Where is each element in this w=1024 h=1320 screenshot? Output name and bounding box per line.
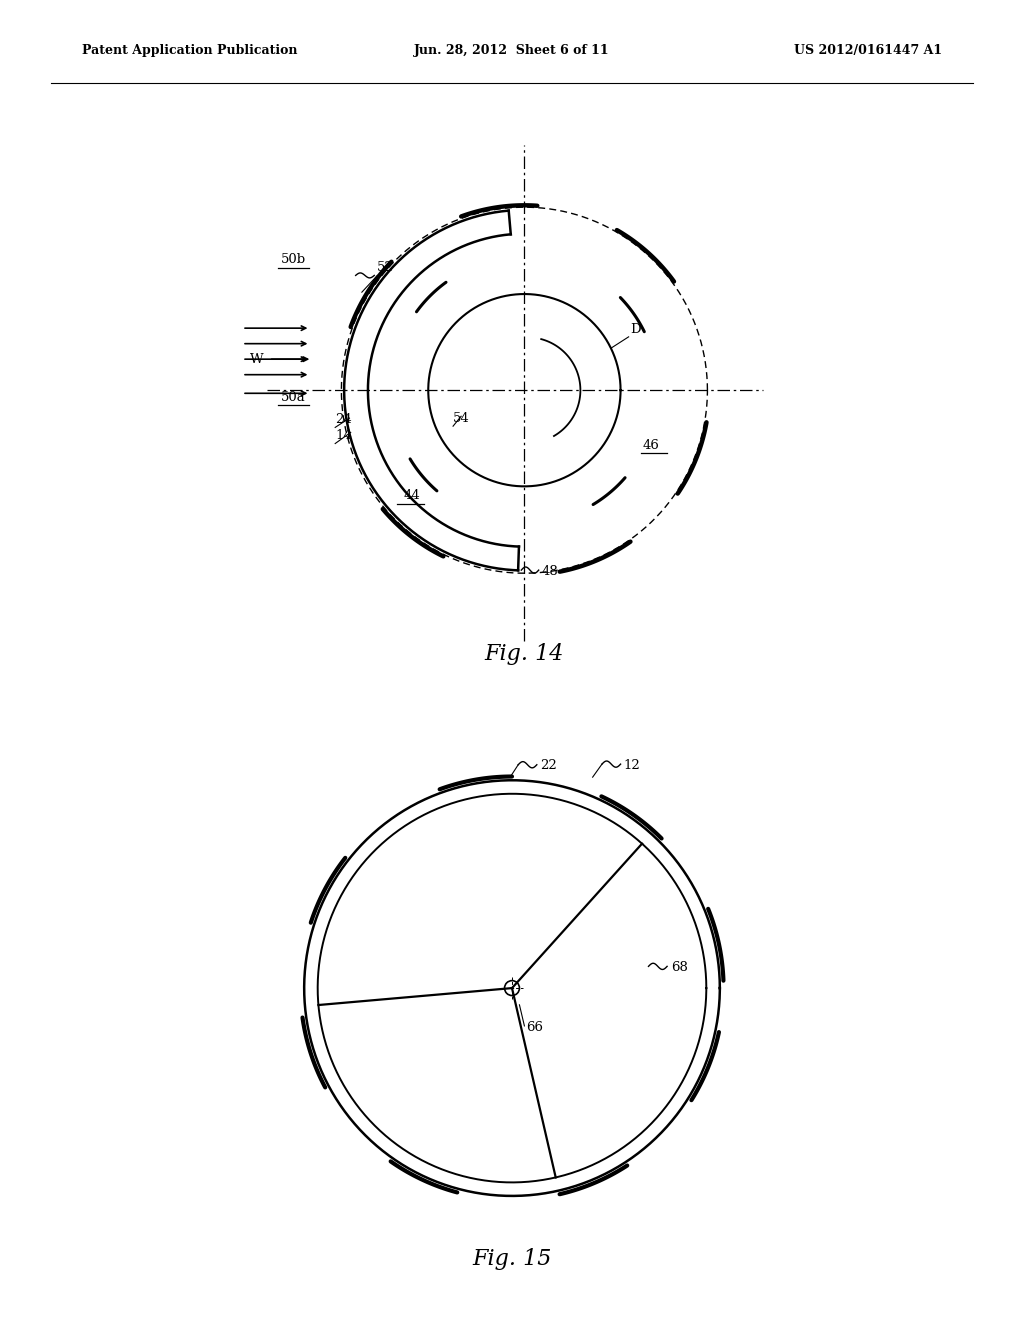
Text: 14: 14 (335, 429, 352, 442)
Text: 52: 52 (378, 260, 394, 273)
Text: 12: 12 (624, 759, 640, 772)
Text: 54: 54 (453, 412, 470, 425)
Text: 50a: 50a (282, 391, 306, 404)
Text: 24: 24 (335, 413, 352, 426)
Text: 50b: 50b (281, 253, 306, 267)
Text: W: W (250, 352, 263, 366)
Text: Patent Application Publication: Patent Application Publication (82, 45, 297, 57)
Text: US 2012/0161447 A1: US 2012/0161447 A1 (794, 45, 942, 57)
Text: 68: 68 (671, 961, 688, 974)
Text: 44: 44 (403, 488, 420, 502)
Text: D: D (630, 322, 640, 335)
Text: 22: 22 (541, 759, 557, 772)
Text: 46: 46 (642, 440, 659, 453)
Text: Fig. 15: Fig. 15 (472, 1249, 552, 1270)
Text: 66: 66 (525, 1020, 543, 1034)
Text: Fig. 14: Fig. 14 (484, 643, 564, 665)
Text: 48: 48 (542, 565, 558, 578)
Text: Jun. 28, 2012  Sheet 6 of 11: Jun. 28, 2012 Sheet 6 of 11 (414, 45, 610, 57)
